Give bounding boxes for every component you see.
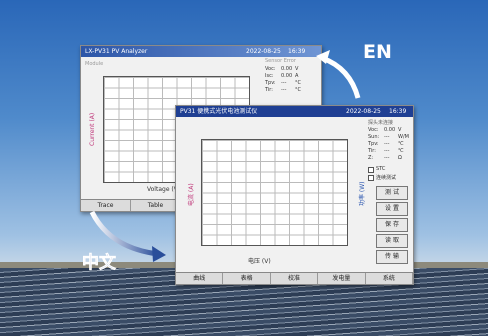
reading-label: Tpv: — [368, 141, 379, 147]
reading-label: Tpv: — [265, 80, 276, 86]
cn-label: 中文 — [82, 252, 117, 273]
time: 16:39 — [389, 108, 407, 115]
reading-label: Tir: — [265, 87, 273, 93]
reading-label: Isc: — [265, 73, 274, 79]
cn-arrowhead — [152, 246, 166, 262]
plot-label: Module — [85, 61, 104, 67]
reading-unit: Ω — [398, 155, 402, 161]
reading-unit: V — [398, 127, 402, 133]
en-label: EN — [363, 41, 392, 63]
status: Sensor Error — [265, 58, 296, 64]
reading-label: Voc: — [265, 66, 276, 72]
reading-unit: ℃ — [398, 148, 404, 154]
title-bar: LX-PV31 PV Analyzer 2022-08-25 16:39 — [81, 46, 321, 57]
reading-unit: V — [295, 66, 299, 72]
title: LX-PV31 PV Analyzer — [85, 48, 148, 55]
reading-unit: ℃ — [398, 141, 404, 147]
reading-label: Sun: — [368, 134, 380, 140]
tab[interactable]: 校准 — [271, 273, 319, 284]
time: 16:39 — [288, 48, 306, 55]
checkbox[interactable] — [368, 167, 374, 173]
en-arrowhead — [316, 50, 330, 64]
reading-unit: °C — [295, 87, 301, 93]
reading-value: --- — [281, 80, 287, 86]
date: 2022-08-25 — [246, 48, 281, 55]
reading-label: Tir: — [368, 148, 376, 154]
tab[interactable]: 表格 — [223, 273, 271, 284]
cn-window: PV31 便携式光伏电池测试仪 2022-08-25 16:39 电流 (A) … — [175, 105, 414, 285]
reading-value: --- — [384, 141, 390, 147]
reading-label: Z: — [368, 155, 374, 161]
reading-value: 0.00 — [384, 127, 396, 133]
reading-label: Voc: — [368, 127, 379, 133]
button[interactable]: 保 存 — [376, 218, 408, 232]
checkbox-label: 连续测试 — [376, 175, 397, 181]
cn-arrow — [89, 210, 159, 257]
tab[interactable]: 发电量 — [318, 273, 366, 284]
checkbox-label: STC — [376, 166, 386, 172]
button[interactable]: 读 取 — [376, 234, 408, 248]
title-bar: PV31 便携式光伏电池测试仪 2022-08-25 16:39 — [176, 106, 413, 117]
reading-unit: °C — [295, 80, 301, 86]
plot — [201, 139, 348, 246]
title: PV31 便携式光伏电池测试仪 — [180, 108, 258, 115]
reading-value: --- — [384, 155, 390, 161]
date: 2022-08-25 — [346, 108, 381, 115]
tab[interactable]: 曲线 — [176, 273, 224, 284]
button[interactable]: 传 输 — [376, 250, 408, 264]
reading-unit: W/M — [398, 134, 409, 140]
en-arrow — [321, 55, 361, 99]
button[interactable]: 测 试 — [376, 186, 408, 200]
tab[interactable]: 系统 — [366, 273, 414, 284]
reading-value: 0.00 — [281, 66, 293, 72]
checkbox[interactable] — [368, 175, 374, 181]
reading-unit: A — [295, 73, 299, 79]
tab[interactable]: Trace — [81, 200, 131, 211]
reading-value: --- — [384, 134, 390, 140]
status: 探头未连接 — [368, 120, 394, 126]
x-label: 电压 (V) — [248, 258, 271, 265]
tabs: 曲线 表格 校准 发电量 系统 — [176, 272, 414, 284]
button[interactable]: 设 置 — [376, 202, 408, 216]
reading-value: 0.00 — [281, 73, 293, 79]
reading-value: --- — [384, 148, 390, 154]
x-label: Voltage (V) — [147, 186, 181, 193]
reading-value: --- — [281, 87, 287, 93]
